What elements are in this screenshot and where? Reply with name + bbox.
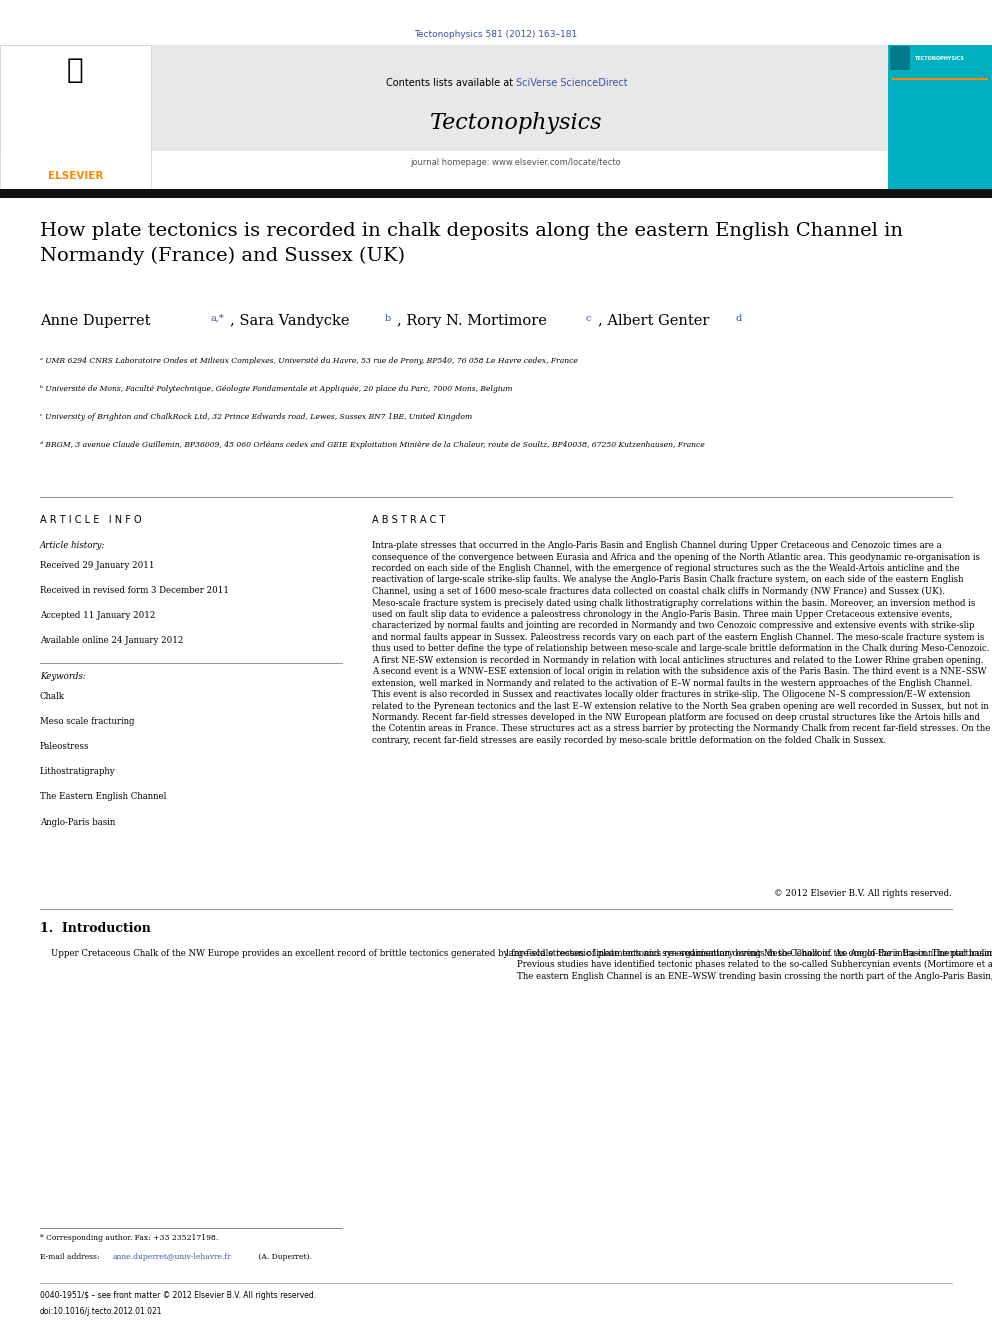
Text: Tectonophysics: Tectonophysics — [430, 112, 602, 134]
Text: ᵃ UMR 6294 CNRS Laboratoire Ondes et Milieux Complexes, Université du Havre, 53 : ᵃ UMR 6294 CNRS Laboratoire Ondes et Mil… — [40, 357, 577, 365]
Text: Received in revised form 3 December 2011: Received in revised form 3 December 2011 — [40, 586, 229, 595]
Text: Lithostratigraphy: Lithostratigraphy — [40, 767, 115, 777]
Text: TECTONOPHYSICS: TECTONOPHYSICS — [915, 56, 964, 61]
Text: Tectonophysics 581 (2012) 163–181: Tectonophysics 581 (2012) 163–181 — [415, 30, 577, 40]
Text: E-mail address:: E-mail address: — [40, 1253, 102, 1261]
Text: Keywords:: Keywords: — [40, 672, 85, 681]
Text: A B S T R A C T: A B S T R A C T — [372, 515, 445, 525]
FancyBboxPatch shape — [888, 45, 992, 191]
FancyBboxPatch shape — [0, 45, 888, 151]
FancyBboxPatch shape — [0, 45, 151, 191]
Text: doi:10.1016/j.tecto.2012.01.021: doi:10.1016/j.tecto.2012.01.021 — [40, 1307, 162, 1316]
Text: A R T I C L E   I N F O: A R T I C L E I N F O — [40, 515, 141, 525]
Text: , Albert Genter: , Albert Genter — [598, 314, 714, 328]
FancyBboxPatch shape — [890, 46, 910, 70]
Text: Chalk: Chalk — [40, 692, 64, 701]
Text: c: c — [585, 314, 591, 323]
Text: , Sara Vandycke: , Sara Vandycke — [230, 314, 354, 328]
Text: © 2012 Elsevier B.V. All rights reserved.: © 2012 Elsevier B.V. All rights reserved… — [775, 889, 952, 898]
Text: SciVerse ScienceDirect: SciVerse ScienceDirect — [516, 78, 628, 89]
Text: large-scale tectonic lineaments and syn-sedimentary events in the Chalk of the A: large-scale tectonic lineaments and syn-… — [506, 949, 992, 980]
Text: 0040-1951/$ – see front matter © 2012 Elsevier B.V. All rights reserved.: 0040-1951/$ – see front matter © 2012 El… — [40, 1291, 315, 1301]
Text: a,*: a,* — [210, 314, 224, 323]
Text: Paleostress: Paleostress — [40, 742, 89, 751]
Text: Anne Duperret: Anne Duperret — [40, 314, 155, 328]
Text: Anglo-Paris basin: Anglo-Paris basin — [40, 818, 115, 827]
FancyBboxPatch shape — [0, 189, 992, 198]
Text: Meso scale fracturing: Meso scale fracturing — [40, 717, 134, 726]
Text: Article history:: Article history: — [40, 541, 105, 550]
Text: How plate tectonics is recorded in chalk deposits along the eastern English Chan: How plate tectonics is recorded in chalk… — [40, 222, 903, 265]
Text: 🌳: 🌳 — [67, 56, 83, 83]
Text: , Rory N. Mortimore: , Rory N. Mortimore — [397, 314, 552, 328]
Text: Accepted 11 January 2012: Accepted 11 January 2012 — [40, 611, 155, 620]
Text: journal homepage: www.elsevier.com/locate/tecto: journal homepage: www.elsevier.com/locat… — [411, 159, 621, 167]
Text: * Corresponding author. Fax: +33 235217198.: * Corresponding author. Fax: +33 2352171… — [40, 1234, 218, 1242]
Text: ELSEVIER: ELSEVIER — [48, 171, 103, 181]
Text: d: d — [735, 314, 741, 323]
Text: b: b — [385, 314, 391, 323]
Text: 1.  Introduction: 1. Introduction — [40, 922, 151, 935]
Text: ᵈ BRGM, 3 avenue Claude Guillemin, BP36009, 45 060 Orléans cedex and GEIE Exploi: ᵈ BRGM, 3 avenue Claude Guillemin, BP360… — [40, 441, 704, 448]
Text: Received 29 January 2011: Received 29 January 2011 — [40, 561, 154, 570]
Text: ᶜ University of Brighton and ChalkRock Ltd, 32 Prince Edwards road, Lewes, Susse: ᶜ University of Brighton and ChalkRock L… — [40, 413, 472, 421]
Text: ᵇ Université de Mons, Faculté Polytechnique, Géologie Fondamentale et Appliquée,: ᵇ Université de Mons, Faculté Polytechni… — [40, 385, 512, 393]
Text: Intra-plate stresses that occurred in the Anglo-Paris Basin and English Channel : Intra-plate stresses that occurred in th… — [372, 541, 990, 745]
Text: (A. Duperret).: (A. Duperret). — [256, 1253, 311, 1261]
Text: anne.duperret@univ-lehavre.fr: anne.duperret@univ-lehavre.fr — [113, 1253, 232, 1261]
Text: Contents lists available at: Contents lists available at — [386, 78, 516, 89]
Text: Available online 24 January 2012: Available online 24 January 2012 — [40, 636, 184, 646]
Text: The Eastern English Channel: The Eastern English Channel — [40, 792, 166, 802]
Text: Upper Cretaceous Chalk of the NW Europe provides an excellent record of brittle : Upper Cretaceous Chalk of the NW Europe … — [40, 949, 992, 958]
